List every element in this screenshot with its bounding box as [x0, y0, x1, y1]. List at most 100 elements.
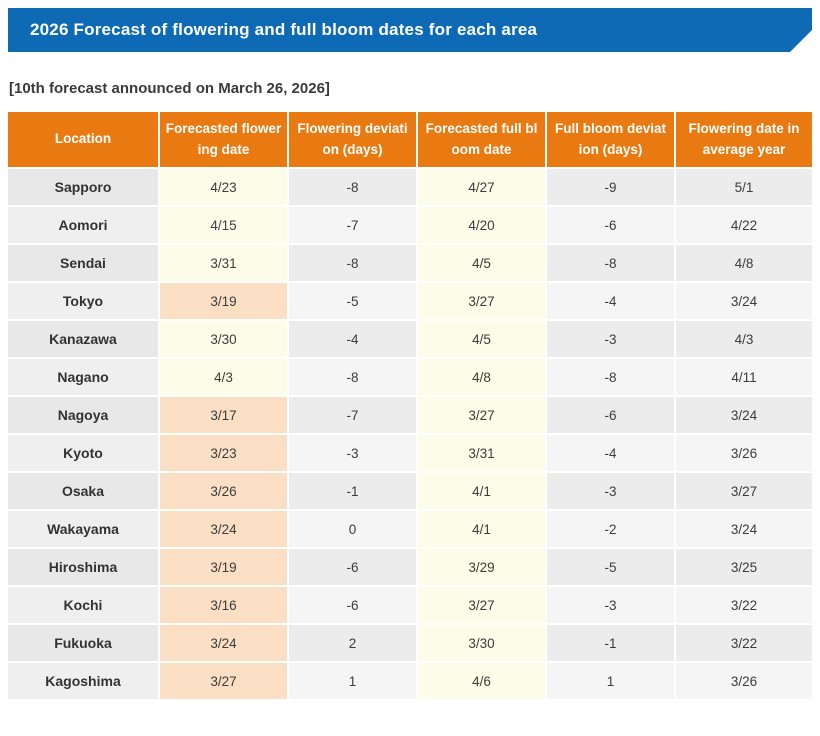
cell-full-bloom-date: 4/5 — [418, 245, 545, 281]
cell-flowering-deviation: -8 — [289, 359, 416, 395]
cell-flowering-deviation: -4 — [289, 321, 416, 357]
forecast-table-body: Sapporo 4/23 -8 4/27 -9 5/1 Aomori 4/15 -7 4/20 -6… — [8, 169, 812, 699]
cell-flowering-date: 4/23 — [160, 169, 287, 205]
column-header-flowering-deviation: Flowering deviati on (days) — [289, 112, 416, 167]
cell-location: Kagoshima — [8, 663, 158, 699]
cell-full-bloom-deviation: -3 — [547, 473, 674, 509]
forecast-table-header: Location Forecasted flower ing date Flower… — [8, 112, 812, 167]
cell-flowering-date: 3/24 — [160, 625, 287, 661]
cell-flowering-date: 3/27 — [160, 663, 287, 699]
cell-average-year-date: 3/26 — [676, 663, 812, 699]
cell-flowering-deviation: -8 — [289, 169, 416, 205]
cell-flowering-date: 3/26 — [160, 473, 287, 509]
cell-location: Kochi — [8, 587, 158, 623]
table-row: Nagano 4/3 -8 4/8 -8 4/11 — [8, 359, 812, 395]
cell-flowering-deviation: -6 — [289, 587, 416, 623]
cell-flowering-deviation: 2 — [289, 625, 416, 661]
cell-full-bloom-date: 3/30 — [418, 625, 545, 661]
cell-average-year-date: 3/22 — [676, 587, 812, 623]
cell-full-bloom-deviation: -5 — [547, 549, 674, 585]
column-header-full-bloom-deviation: Full bloom deviat ion (days) — [547, 112, 674, 167]
cell-location: Hiroshima — [8, 549, 158, 585]
title-banner: 2026 Forecast of flowering and full bloo… — [8, 8, 812, 52]
cell-full-bloom-deviation: -6 — [547, 207, 674, 243]
cell-flowering-deviation: 1 — [289, 663, 416, 699]
table-row: Kochi 3/16 -6 3/27 -3 3/22 — [8, 587, 812, 623]
cell-flowering-date: 3/19 — [160, 549, 287, 585]
cell-flowering-deviation: -3 — [289, 435, 416, 471]
table-row: Nagoya 3/17 -7 3/27 -6 3/24 — [8, 397, 812, 433]
cell-average-year-date: 4/22 — [676, 207, 812, 243]
column-header-location: Location — [8, 112, 158, 167]
cell-flowering-deviation: -5 — [289, 283, 416, 319]
cell-full-bloom-date: 4/5 — [418, 321, 545, 357]
cell-flowering-deviation: -7 — [289, 207, 416, 243]
table-row: Tokyo 3/19 -5 3/27 -4 3/24 — [8, 283, 812, 319]
forecast-announcement-subtitle: [10th forecast announced on March 26, 20… — [9, 80, 330, 97]
cell-average-year-date: 4/3 — [676, 321, 812, 357]
cell-average-year-date: 3/22 — [676, 625, 812, 661]
cell-full-bloom-deviation: -9 — [547, 169, 674, 205]
cell-full-bloom-date: 3/27 — [418, 397, 545, 433]
cell-flowering-date: 4/15 — [160, 207, 287, 243]
cell-flowering-date: 4/3 — [160, 359, 287, 395]
cell-full-bloom-date: 4/6 — [418, 663, 545, 699]
table-row: Wakayama 3/24 0 4/1 -2 3/24 — [8, 511, 812, 547]
table-row: Fukuoka 3/24 2 3/30 -1 3/22 — [8, 625, 812, 661]
cell-average-year-date: 3/27 — [676, 473, 812, 509]
cell-average-year-date: 4/8 — [676, 245, 812, 281]
cell-full-bloom-date: 4/1 — [418, 511, 545, 547]
cell-full-bloom-date: 4/20 — [418, 207, 545, 243]
cell-full-bloom-date: 3/27 — [418, 283, 545, 319]
cell-full-bloom-deviation: -2 — [547, 511, 674, 547]
cell-full-bloom-date: 3/27 — [418, 587, 545, 623]
cell-location: Aomori — [8, 207, 158, 243]
cell-location: Sapporo — [8, 169, 158, 205]
cell-full-bloom-deviation: -1 — [547, 625, 674, 661]
cell-flowering-date: 3/24 — [160, 511, 287, 547]
table-row: Kagoshima 3/27 1 4/6 1 3/26 — [8, 663, 812, 699]
table-row: Hiroshima 3/19 -6 3/29 -5 3/25 — [8, 549, 812, 585]
cell-location: Tokyo — [8, 283, 158, 319]
cell-full-bloom-date: 3/31 — [418, 435, 545, 471]
cell-flowering-date: 3/16 — [160, 587, 287, 623]
forecast-table: Location Forecasted flower ing date Flower… — [6, 110, 814, 701]
cell-full-bloom-date: 4/27 — [418, 169, 545, 205]
cell-full-bloom-date: 4/8 — [418, 359, 545, 395]
cell-flowering-deviation: 0 — [289, 511, 416, 547]
cell-full-bloom-deviation: 1 — [547, 663, 674, 699]
cell-full-bloom-deviation: -8 — [547, 359, 674, 395]
column-header-average-year-date: Flowering date in average year — [676, 112, 812, 167]
cell-average-year-date: 3/25 — [676, 549, 812, 585]
table-row: Osaka 3/26 -1 4/1 -3 3/27 — [8, 473, 812, 509]
cell-location: Nagano — [8, 359, 158, 395]
cell-location: Sendai — [8, 245, 158, 281]
cell-average-year-date: 3/24 — [676, 283, 812, 319]
cell-location: Nagoya — [8, 397, 158, 433]
cell-location: Kanazawa — [8, 321, 158, 357]
cell-flowering-deviation: -8 — [289, 245, 416, 281]
cell-average-year-date: 3/26 — [676, 435, 812, 471]
cell-full-bloom-deviation: -3 — [547, 321, 674, 357]
cell-full-bloom-deviation: -8 — [547, 245, 674, 281]
cell-flowering-date: 3/23 — [160, 435, 287, 471]
header-row: Location Forecasted flower ing date Flower… — [8, 112, 812, 167]
cell-flowering-deviation: -1 — [289, 473, 416, 509]
table-row: Aomori 4/15 -7 4/20 -6 4/22 — [8, 207, 812, 243]
cell-average-year-date: 5/1 — [676, 169, 812, 205]
column-header-flowering-date: Forecasted flower ing date — [160, 112, 287, 167]
cell-flowering-deviation: -6 — [289, 549, 416, 585]
cell-location: Fukuoka — [8, 625, 158, 661]
table-row: Sendai 3/31 -8 4/5 -8 4/8 — [8, 245, 812, 281]
cell-full-bloom-deviation: -6 — [547, 397, 674, 433]
table-row: Kyoto 3/23 -3 3/31 -4 3/26 — [8, 435, 812, 471]
cell-full-bloom-date: 4/1 — [418, 473, 545, 509]
page-title: 2026 Forecast of flowering and full bloo… — [30, 20, 538, 39]
table-row: Sapporo 4/23 -8 4/27 -9 5/1 — [8, 169, 812, 205]
cell-full-bloom-date: 3/29 — [418, 549, 545, 585]
cell-flowering-date: 3/30 — [160, 321, 287, 357]
cell-location: Osaka — [8, 473, 158, 509]
cell-average-year-date: 3/24 — [676, 511, 812, 547]
table-row: Kanazawa 3/30 -4 4/5 -3 4/3 — [8, 321, 812, 357]
cell-full-bloom-deviation: -4 — [547, 435, 674, 471]
